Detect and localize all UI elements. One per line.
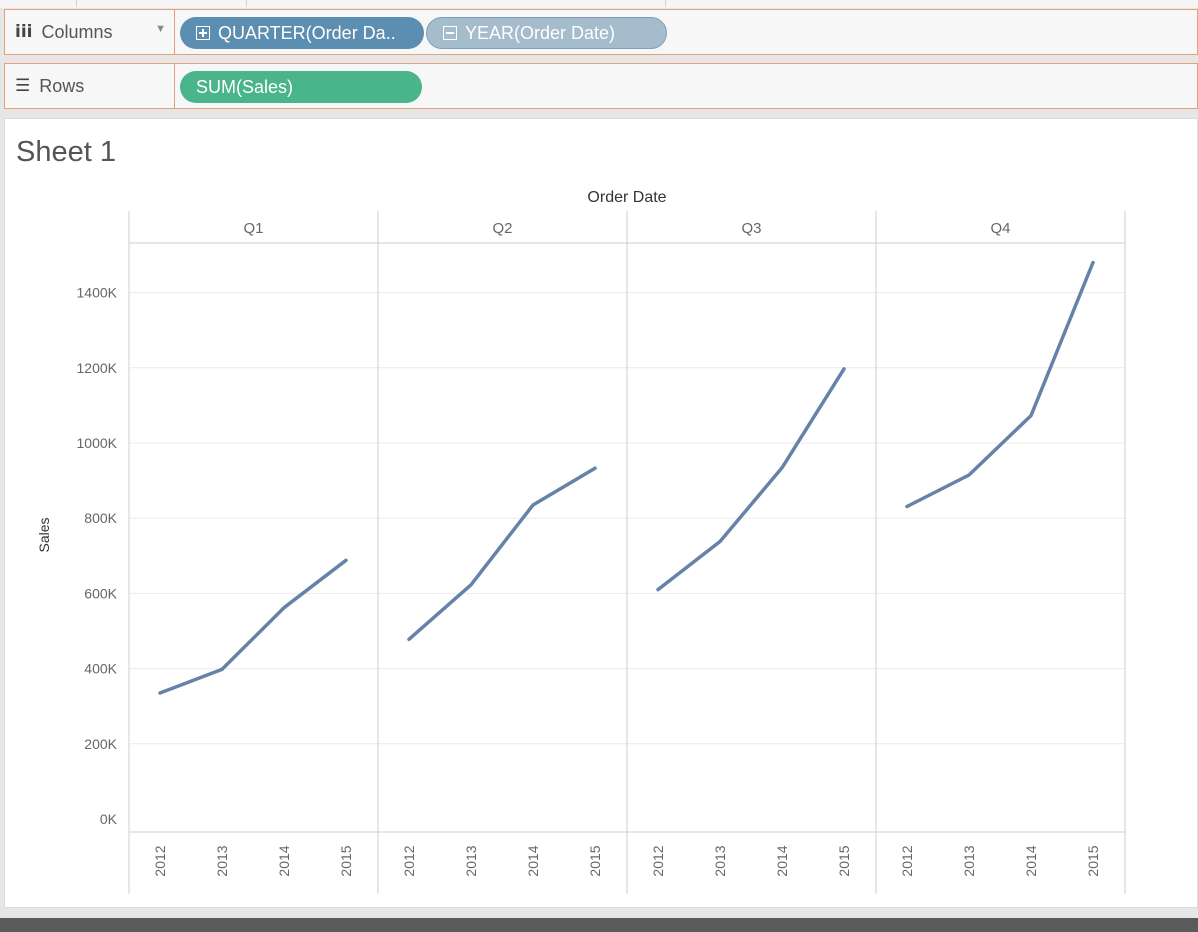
rows-shelf[interactable]: ☰ Rows SUM(Sales) xyxy=(4,63,1198,109)
x-tick-label: 2013 xyxy=(961,845,977,876)
y-axis-label: Sales xyxy=(36,517,52,552)
column-header-order-date: Order Date xyxy=(587,189,666,206)
quarter-header-q3: Q3 xyxy=(741,220,761,237)
y-tick-label: 1000K xyxy=(77,435,118,451)
columns-shelf[interactable]: ⅰⅰⅰ Columns ▼ QUARTER(Order Da.. YEAR(Or… xyxy=(4,9,1198,55)
x-tick-label: 2012 xyxy=(401,845,417,876)
x-tick-label: 2012 xyxy=(650,845,666,876)
rows-icon: ☰ xyxy=(15,76,31,95)
sales-line-chart: Order Date Sales 0K 200K 400K 600K 800K 1000K 12… xyxy=(36,189,1126,894)
x-tick-label: 2015 xyxy=(836,845,852,876)
pill-label: SUM(Sales) xyxy=(196,76,294,97)
columns-shelf-label: ⅰⅰⅰ Columns ▼ xyxy=(5,10,175,54)
y-tick-label: 1400K xyxy=(77,285,118,301)
y-tick-label: 200K xyxy=(84,736,117,752)
x-tick-label: 2014 xyxy=(774,845,790,876)
sum-sales-pill[interactable]: SUM(Sales) xyxy=(180,71,422,103)
quarter-header-q4: Q4 xyxy=(990,220,1010,237)
year-order-date-pill[interactable]: YEAR(Order Date) xyxy=(426,17,667,49)
x-tick-label: 2013 xyxy=(463,845,479,876)
top-strip xyxy=(0,0,1198,8)
sales-line-q1 xyxy=(158,558,348,695)
chevron-down-icon[interactable]: ▼ xyxy=(155,23,166,35)
x-tick-label: 2014 xyxy=(525,845,541,876)
sales-line-q4 xyxy=(905,260,1095,509)
sales-line-q2 xyxy=(407,466,597,642)
quarter-header-q1: Q1 xyxy=(243,220,263,237)
pill-label: YEAR(Order Date) xyxy=(465,22,616,43)
sales-line-q3 xyxy=(656,367,846,592)
x-tick-label: 2015 xyxy=(1085,845,1101,876)
x-tick-label: 2014 xyxy=(1023,845,1039,876)
minus-square-icon[interactable] xyxy=(443,26,457,40)
x-tick-label: 2015 xyxy=(338,845,354,876)
x-tick-label: 2012 xyxy=(899,845,915,876)
x-tick-label: 2013 xyxy=(214,845,230,876)
y-tick-label: 600K xyxy=(84,585,117,601)
x-tick-label: 2013 xyxy=(712,845,728,876)
sheet-view: Sheet 1 Order Date Sales 0K 200K 400K 600K 800… xyxy=(4,118,1198,908)
columns-label-text: Columns xyxy=(41,21,113,42)
x-tick-label: 2014 xyxy=(276,845,292,876)
y-tick-label: 1200K xyxy=(77,360,118,376)
y-tick-label: 800K xyxy=(84,510,117,526)
y-tick-label: 0K xyxy=(100,811,118,827)
plus-square-icon[interactable] xyxy=(196,26,210,40)
rows-shelf-label: ☰ Rows xyxy=(5,64,175,108)
quarter-header-q2: Q2 xyxy=(492,220,512,237)
rows-label-text: Rows xyxy=(39,75,85,96)
pill-label: QUARTER(Order Da.. xyxy=(218,22,396,43)
x-tick-label: 2015 xyxy=(587,845,603,876)
columns-icon: ⅰⅰⅰ xyxy=(15,22,33,41)
quarter-order-date-pill[interactable]: QUARTER(Order Da.. xyxy=(180,17,424,49)
y-tick-label: 400K xyxy=(84,661,117,677)
x-tick-label: 2012 xyxy=(152,845,168,876)
sheet-title: Sheet 1 xyxy=(16,136,116,168)
bottom-status-bar xyxy=(0,918,1198,932)
